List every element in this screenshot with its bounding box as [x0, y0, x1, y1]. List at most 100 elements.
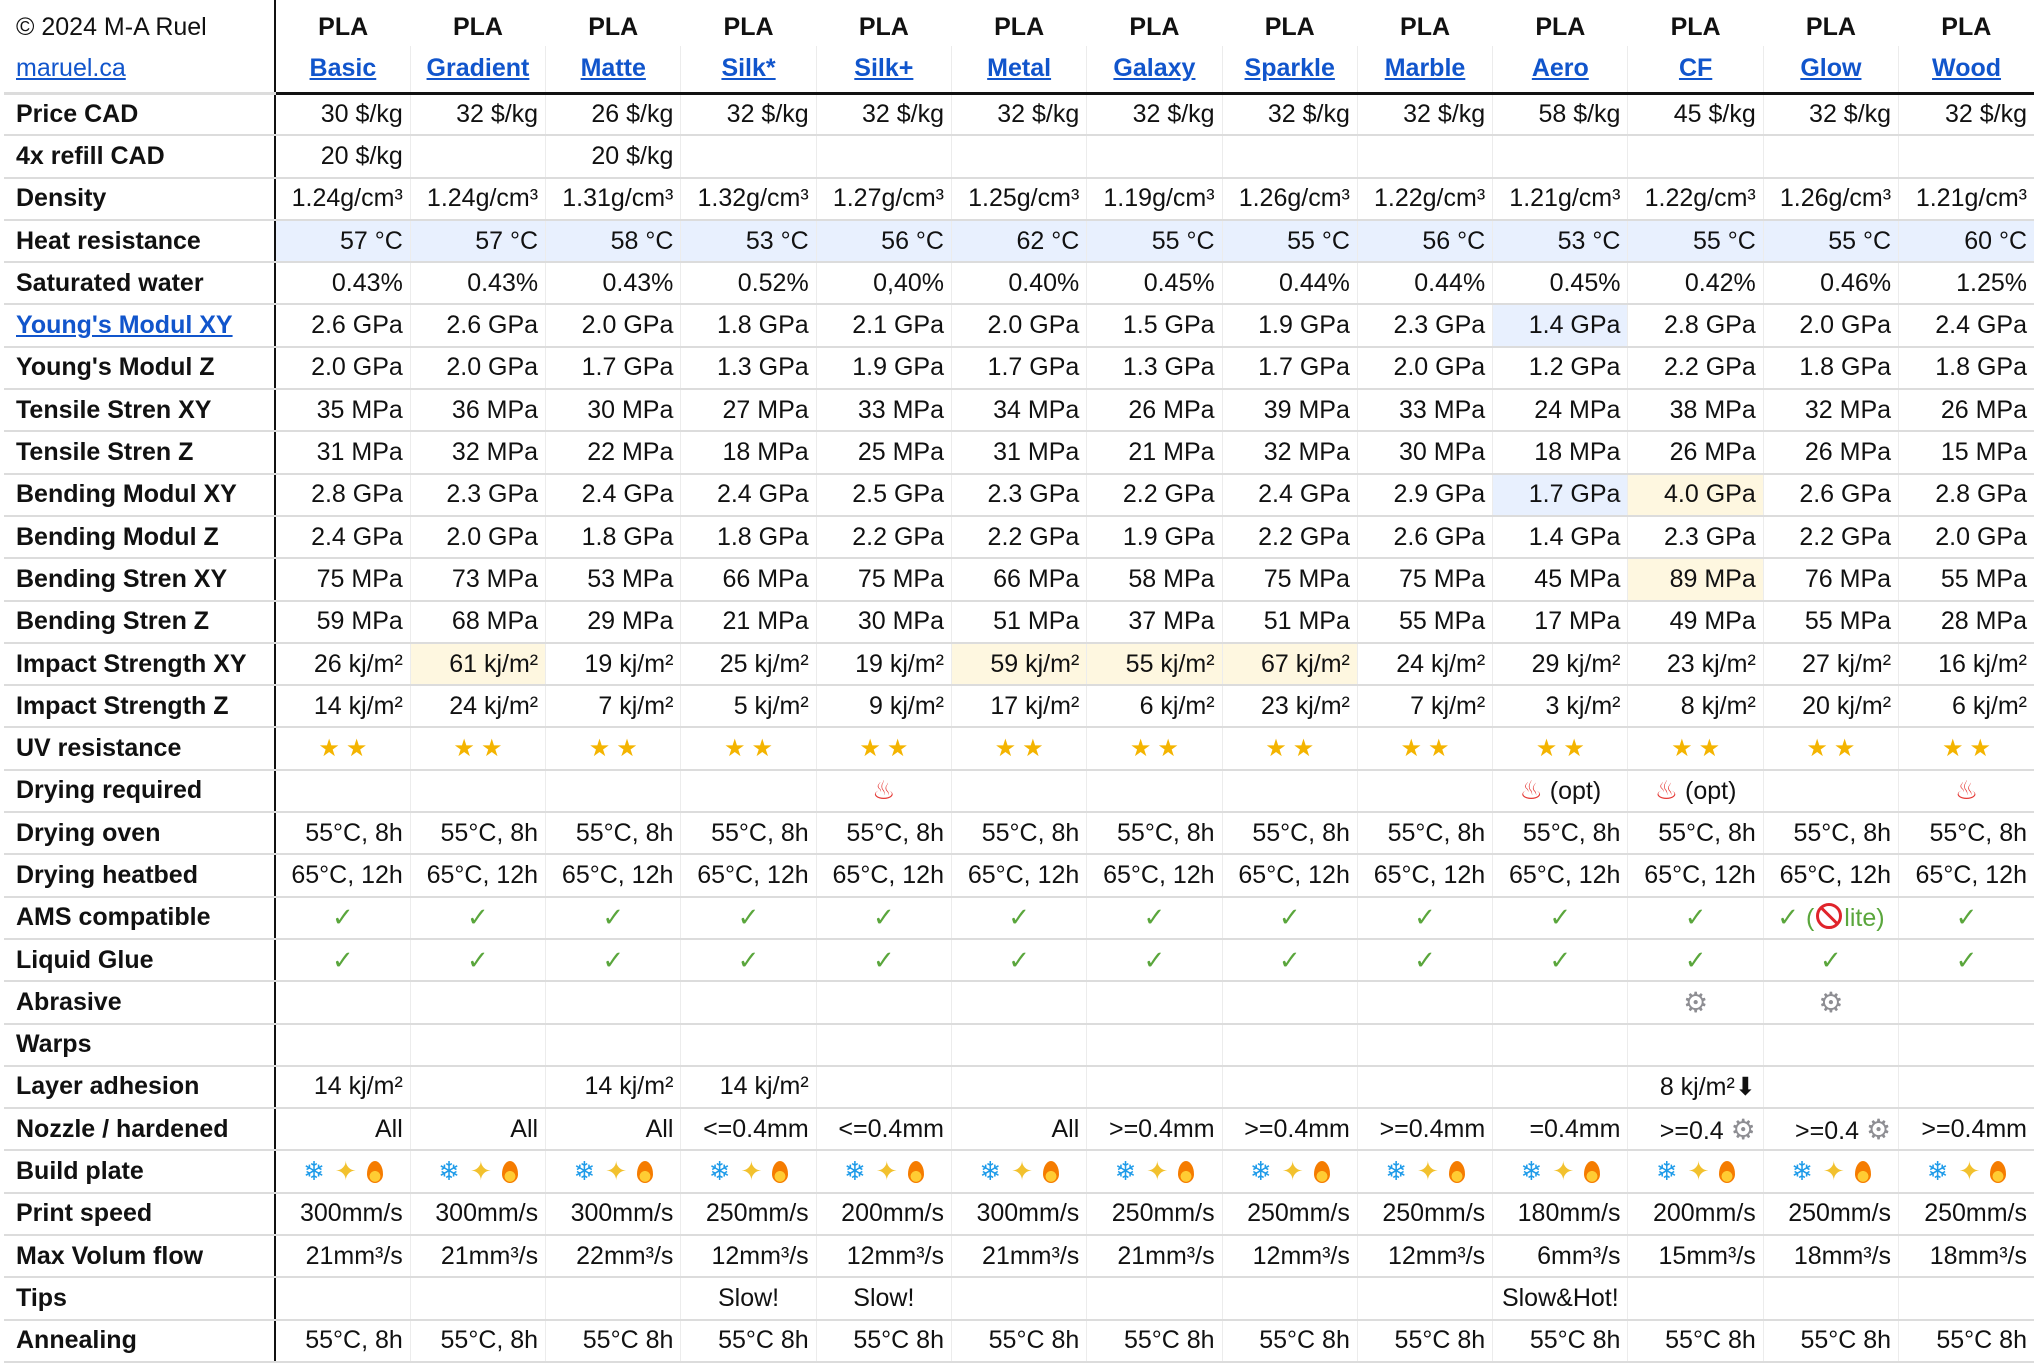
material-link-matte[interactable]: Matte	[580, 54, 646, 83]
cell-galaxy: 58 MPa	[1086, 558, 1223, 602]
cell-metal: 55°C 8h	[950, 1319, 1087, 1363]
material-link-gradient[interactable]: Gradient	[426, 54, 530, 83]
cell-aero: 45 MPa	[1492, 558, 1628, 602]
row-ams-compatible: AMS compatible ✓ ✓ ✓ ✓ ✓ ✓ ✓ ✓ ✓ ✓ ✓ ✓ (lite) ✓	[4, 896, 2034, 940]
row-heat-resistance: Heat resistance 57 °C 57 °C 58 °C 53 °C 56 °C…	[4, 219, 2034, 264]
cell-sparkle: 55°C, 8h	[1221, 812, 1358, 856]
cell-metal	[950, 1277, 1087, 1321]
row-impact-strength-z: Impact Strength Z 14 kj/m² 24 kj/m² 7 kj/m²…	[4, 685, 2034, 729]
row-label: Print speed	[4, 1192, 276, 1237]
cell-gradient: ★ ★	[409, 727, 546, 771]
check-icon: ✓	[332, 944, 354, 975]
material-link-silk[interactable]: Silk+	[854, 54, 914, 83]
row-label: Annealing	[4, 1319, 276, 1363]
row-label-link[interactable]: Young's Modul XY	[16, 311, 233, 340]
cell-silk: 2.2 GPa	[815, 515, 952, 560]
cell-gradient: 55°C, 8h	[409, 1319, 546, 1363]
cell-metal	[950, 1023, 1087, 1067]
cell-text: >=0.4	[1659, 1116, 1724, 1145]
cell-sparkle: 51 MPa	[1221, 600, 1358, 644]
snowflake-icon: ❄	[1385, 1156, 1408, 1187]
cell-basic: 14 kj/m²	[274, 685, 411, 729]
material-link-sparkle[interactable]: Sparkle	[1244, 54, 1335, 83]
cell-gradient: 68 MPa	[409, 600, 546, 644]
cell-silk: 1.27g/cm³	[815, 177, 952, 221]
cell-metal: 300mm/s	[950, 1192, 1087, 1237]
cell-galaxy: 65°C, 12h	[1086, 854, 1223, 898]
check-icon: ✓	[602, 902, 625, 933]
column-header: Aero	[1492, 46, 1628, 95]
cell-gradient: 55°C, 8h	[409, 812, 546, 856]
material-link-basic[interactable]: Basic	[309, 54, 377, 83]
column-type-label: PLA	[1400, 12, 1451, 41]
star-icon: ★	[1833, 735, 1856, 763]
cell-silk: 27 MPa	[680, 389, 817, 433]
cell-glow: 27 kj/m²	[1762, 642, 1899, 687]
cell-aero	[1492, 1023, 1628, 1067]
cell-marble: ✓	[1356, 896, 1493, 940]
cell-basic: 2.0 GPa	[274, 346, 411, 391]
cell-aero: 55°C, 8h	[1492, 812, 1628, 856]
cell-galaxy	[1086, 1277, 1223, 1321]
row-4x-refill-cad: 4x refill CAD 20 $/kg 20 $/kg	[4, 135, 2034, 179]
row-build-plate: Build plate ❄ ✦ ❄ ✦ ❄ ✦ ❄ ✦ ❄ ✦ ❄ ✦ ❄ ✦ ❄ ✦ ❄ ✦ ❄ ✦ ❄ ✦ ❄ ✦ ❄ ✦	[4, 1150, 2034, 1194]
row-uv-resistance: UV resistance ★ ★ ★ ★ ★ ★ ★ ★ ★ ★ ★ ★ ★ ★ ★ ★ ★ ★ ★ ★ ★ ★ ★ ★ ★ ★	[4, 727, 2034, 771]
cell-aero: 1.4 GPa	[1492, 515, 1628, 560]
row-label: Drying oven	[4, 812, 276, 856]
material-link-wood[interactable]: Wood	[1932, 54, 2002, 83]
sparkles-icon: ✦	[1958, 1156, 1981, 1187]
cell-sparkle: >=0.4mm	[1221, 1108, 1358, 1152]
cell-marble	[1356, 769, 1493, 814]
cell-silk	[815, 1023, 952, 1067]
cell-sparkle: 75 MPa	[1221, 558, 1358, 602]
cell-marble	[1356, 1065, 1493, 1110]
cell-metal: ✓	[950, 938, 1087, 983]
column-type-label: PLA	[588, 12, 639, 41]
cell-cf: 55 °C	[1627, 219, 1764, 264]
material-link-glow[interactable]: Glow	[1800, 54, 1862, 83]
material-link-marble[interactable]: Marble	[1384, 54, 1466, 83]
hot-springs-icon: ♨	[1654, 775, 1679, 806]
column-header: Glow	[1762, 46, 1899, 95]
cell-galaxy: 250mm/s	[1086, 1192, 1223, 1237]
cell-glow: 0.46%	[1762, 262, 1899, 306]
cell-silk: 75 MPa	[815, 558, 952, 602]
fire-icon	[1178, 1161, 1195, 1184]
row-label: Young's Modul XY	[4, 304, 276, 348]
cell-silk: 65°C, 12h	[680, 854, 817, 898]
cell-gradient	[409, 135, 546, 179]
cell-silk: 56 °C	[815, 219, 952, 264]
cell-sparkle: 1.7 GPa	[1221, 346, 1358, 391]
cell-cf	[1627, 135, 1764, 179]
site-link[interactable]: maruel.ca	[16, 54, 126, 83]
cell-matte: 2.4 GPa	[545, 473, 681, 517]
cell-silk	[680, 1023, 817, 1067]
row-label: Bending Modul XY	[4, 473, 276, 517]
cell-sparkle: 250mm/s	[1221, 1192, 1358, 1237]
fire-icon	[1584, 1161, 1601, 1184]
cell-marble: 12mm³/s	[1356, 1235, 1493, 1279]
cell-matte: 0.43%	[545, 262, 681, 306]
cell-silk: 18 MPa	[680, 431, 817, 475]
cell-basic: All	[274, 1108, 411, 1152]
cell-galaxy	[1086, 981, 1223, 1025]
fire-icon	[637, 1161, 654, 1184]
material-link-cf[interactable]: CF	[1678, 54, 1713, 83]
material-link-galaxy[interactable]: Galaxy	[1113, 54, 1196, 83]
cell-glow: 20 kj/m²	[1762, 685, 1899, 729]
cell-cf: 49 MPa	[1627, 600, 1764, 644]
material-link-metal[interactable]: Metal	[987, 54, 1052, 83]
cell-wood: 60 °C	[1898, 219, 2034, 264]
cell-aero: ★ ★	[1492, 727, 1628, 771]
material-link-aero[interactable]: Aero	[1531, 54, 1589, 83]
cell-wood: 65°C, 12h	[1898, 854, 2034, 898]
cell-basic: 21mm³/s	[274, 1235, 411, 1279]
cell-metal: 32 $/kg	[950, 93, 1087, 137]
copyright: © 2024 M-A Ruel	[4, 0, 276, 46]
material-link-silk[interactable]: Silk*	[721, 54, 776, 83]
cell-aero: 29 kj/m²	[1492, 642, 1628, 687]
star-icon: ★	[1022, 735, 1044, 763]
column-type-label: PLA	[1670, 12, 1721, 41]
cell-sparkle: ✓	[1221, 896, 1358, 940]
cell-glow: 55 MPa	[1762, 600, 1899, 644]
